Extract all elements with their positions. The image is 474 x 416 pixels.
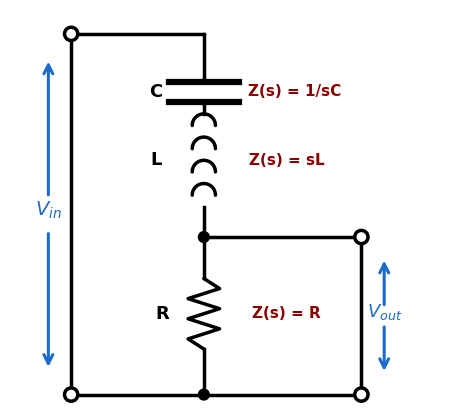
Text: Z(s) = 1/sC: Z(s) = 1/sC [248,84,342,99]
Circle shape [355,388,368,401]
Text: $V_{out}$: $V_{out}$ [366,302,402,322]
Text: Z(s) = R: Z(s) = R [252,306,321,321]
Text: L: L [150,151,162,169]
Circle shape [64,388,78,401]
Circle shape [199,389,209,400]
Circle shape [64,27,78,40]
Text: R: R [155,305,169,323]
Circle shape [199,232,209,243]
Circle shape [355,230,368,244]
Text: $V_{in}$: $V_{in}$ [35,199,62,221]
Text: Z(s) = sL: Z(s) = sL [249,153,325,168]
Text: C: C [149,83,163,101]
